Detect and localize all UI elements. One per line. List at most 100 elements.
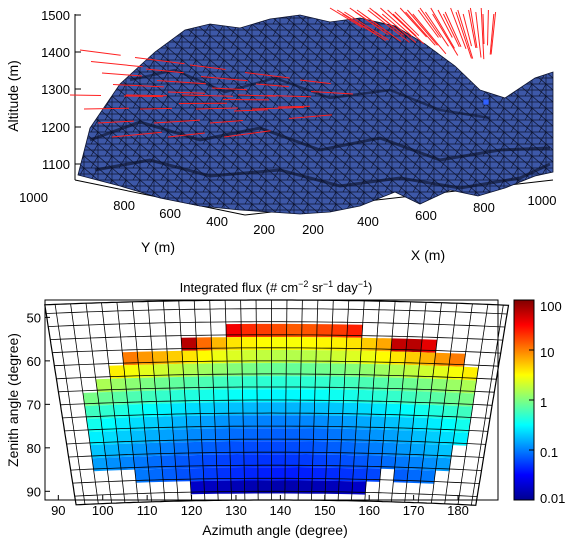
flux-arrow xyxy=(189,64,226,70)
x-tick-label: 200 xyxy=(302,222,324,237)
colorbar: 100 10 1 0.1 0.01 xyxy=(513,299,565,506)
zenith-tick-label: 50 xyxy=(27,310,41,325)
flux-cell xyxy=(415,391,432,405)
flux-arrow xyxy=(475,11,482,58)
flux-cell xyxy=(356,416,372,430)
flux-arrow xyxy=(480,7,485,60)
flux-cell xyxy=(313,415,329,429)
flux-cell xyxy=(326,454,341,468)
flux-cell xyxy=(188,454,204,469)
flux-cell xyxy=(301,350,317,364)
flux-cell xyxy=(125,377,141,392)
azimuth-tick-label: 180 xyxy=(447,503,469,518)
flux-cell xyxy=(201,441,217,455)
flux-cell xyxy=(139,377,156,391)
flux-cell xyxy=(385,403,401,417)
flux-cell xyxy=(228,415,244,429)
flux-arrow xyxy=(288,114,332,119)
flux-cell xyxy=(116,430,132,444)
flux-arrow xyxy=(387,9,425,45)
flux-cell xyxy=(182,350,198,364)
flux-cell xyxy=(316,337,332,351)
flux-cell xyxy=(215,428,230,442)
flux-cell xyxy=(212,363,228,377)
flux-arrow xyxy=(167,91,206,94)
flux-cell xyxy=(312,467,327,481)
flux-cell xyxy=(127,404,144,418)
flux-cell xyxy=(256,337,272,350)
flux-cell xyxy=(374,364,390,378)
flux-cell xyxy=(344,363,361,377)
flux-cell xyxy=(243,415,258,429)
flux-cell xyxy=(167,350,183,365)
terrain-ridge-shade xyxy=(89,120,551,162)
zenith-grid-line xyxy=(44,373,509,382)
zenith-grid-line xyxy=(44,308,509,317)
flux-cell xyxy=(130,430,146,444)
flux-cell xyxy=(298,467,313,481)
flux-cell xyxy=(187,441,203,456)
flux-arrow xyxy=(153,119,200,124)
flux-cell xyxy=(366,468,381,482)
flux-cell xyxy=(299,441,314,455)
flux-arrow xyxy=(112,84,164,88)
z-tick-label: 1300 xyxy=(41,82,70,97)
zenith-grid-line xyxy=(44,438,509,447)
flux-cell xyxy=(271,323,287,337)
flux-cell xyxy=(316,324,333,338)
flux-cell xyxy=(400,391,417,405)
flux-cell xyxy=(311,480,326,494)
flux-cell xyxy=(226,337,242,351)
flux-arrow xyxy=(90,61,143,68)
flux-cell xyxy=(458,392,475,407)
flux-cell xyxy=(393,469,409,483)
flux-cell xyxy=(271,376,287,390)
flux-cell xyxy=(271,402,286,416)
flux-cell xyxy=(115,417,131,431)
azimuth-tick-label: 120 xyxy=(181,503,203,518)
terrain-surface xyxy=(77,14,554,215)
flux-cell xyxy=(286,376,301,390)
flux-arrow xyxy=(342,13,386,41)
flux-cell xyxy=(201,428,216,442)
flux-arrow xyxy=(367,9,410,43)
flux-cell xyxy=(285,402,301,416)
flux-cell xyxy=(144,429,160,444)
flux-arrow xyxy=(450,7,467,49)
y-tick-labels: 1000 800 600 400 200 xyxy=(19,190,275,237)
flux-cell xyxy=(108,365,126,379)
flux-cell xyxy=(404,351,421,366)
flux-cell xyxy=(361,337,377,352)
flux-cell xyxy=(413,404,430,418)
flux-cell xyxy=(196,337,212,351)
terrain-ridge-shade xyxy=(94,158,551,190)
flux-arrow xyxy=(444,11,462,48)
flux-cell xyxy=(162,468,177,482)
y-tick-label: 200 xyxy=(253,222,275,237)
flux-cell xyxy=(186,415,202,430)
flux-cell xyxy=(382,442,397,457)
flux-cell xyxy=(271,428,286,442)
flux-cell xyxy=(185,402,201,416)
flux-cell xyxy=(428,404,444,419)
flux-cell xyxy=(442,405,459,419)
flux-cell xyxy=(82,392,100,406)
zenith-grid-line xyxy=(44,490,505,499)
flux-cell xyxy=(241,350,257,364)
flux-cell xyxy=(215,441,231,455)
flux-cell xyxy=(327,415,343,429)
flux-cell xyxy=(327,428,342,442)
flux-arrow xyxy=(83,107,130,110)
flux-cell xyxy=(84,405,101,419)
flux-cell xyxy=(353,455,369,469)
y-tick-label: 1000 xyxy=(19,190,48,205)
flux-cell xyxy=(416,378,433,392)
flux-cell xyxy=(227,363,243,377)
flux-cell xyxy=(202,454,217,468)
flux-cell xyxy=(257,441,272,455)
flux-arrow xyxy=(417,9,439,38)
flux-cell xyxy=(454,419,471,433)
flux-cell xyxy=(129,417,145,431)
flux-arrow xyxy=(310,91,353,95)
flux-cell xyxy=(394,456,410,470)
